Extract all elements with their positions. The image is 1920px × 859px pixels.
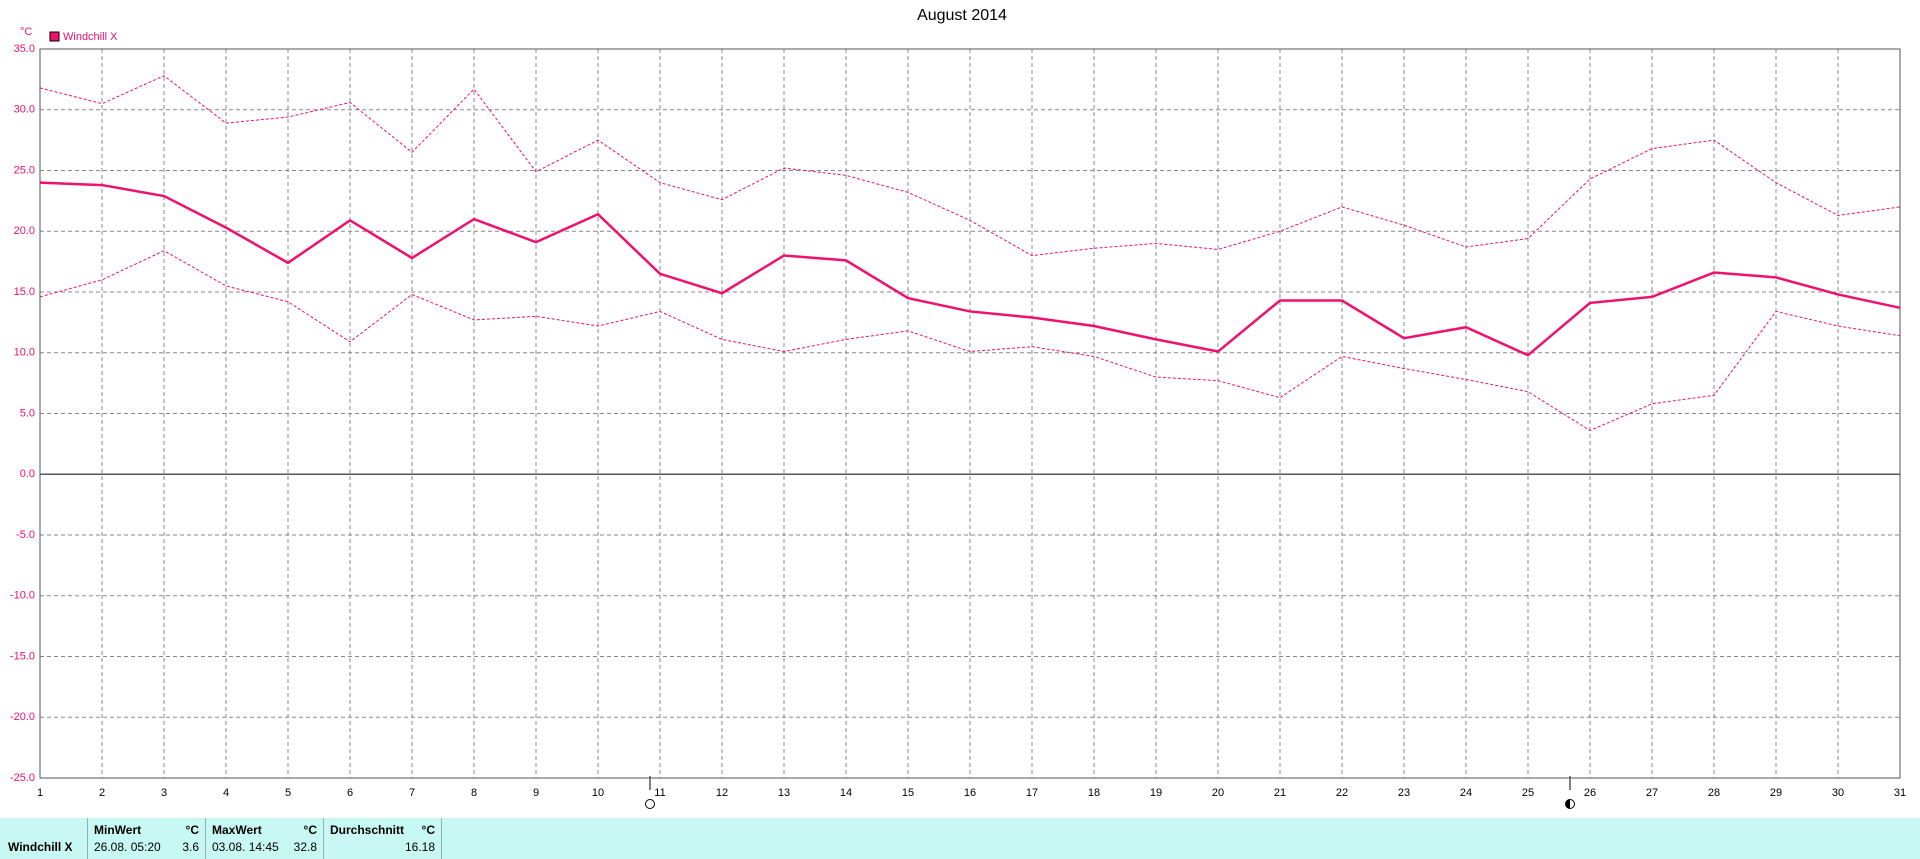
x-tick-label: 7 xyxy=(409,787,415,799)
y-tick-label: 20.0 xyxy=(14,225,35,237)
summary-table: Windchill X MinWert °C 26.08. 05:20 3.6 MaxW… xyxy=(0,818,1920,859)
x-tick-label: 1 xyxy=(37,787,43,799)
row-label: Windchill X xyxy=(8,840,73,854)
y-tick-label: 35.0 xyxy=(14,43,35,55)
series-line xyxy=(39,181,1901,357)
x-tick-label: 26 xyxy=(1584,787,1596,799)
y-tick-label: -5.0 xyxy=(16,529,35,541)
moon-icons xyxy=(645,776,1575,809)
x-tick-label: 17 xyxy=(1026,787,1038,799)
column-header: MaxWert xyxy=(212,823,262,837)
x-tick-label: 3 xyxy=(161,787,167,799)
x-tick-label: 28 xyxy=(1708,787,1720,799)
x-tick-label: 11 xyxy=(654,787,665,799)
y-tick-label: 25.0 xyxy=(14,164,35,176)
y-tick-label: 5.0 xyxy=(20,407,35,419)
legend-swatch xyxy=(49,31,60,42)
x-tick-label: 24 xyxy=(1460,787,1472,799)
y-tick-label: -25.0 xyxy=(10,772,35,784)
series-line xyxy=(39,250,1901,432)
x-tick-label: 29 xyxy=(1770,787,1782,799)
x-tick-label: 25 xyxy=(1522,787,1534,799)
chart: August 2014 °C Windchill X 35.030.025.02… xyxy=(10,7,1906,809)
y-tick-label: 10.0 xyxy=(14,347,35,359)
x-tick-label: 13 xyxy=(778,787,790,799)
column-cell: MaxWert °C 03.08. 14:45 32.8 xyxy=(206,818,324,859)
x-tick-label: 27 xyxy=(1646,787,1658,799)
legend-label: Windchill X xyxy=(63,31,118,43)
y-tick-label: 30.0 xyxy=(14,104,35,116)
x-tick-label: 10 xyxy=(592,787,604,799)
column-header: Durchschnitt xyxy=(330,823,405,837)
y-tick-label: 0.0 xyxy=(20,468,35,480)
x-tick-label: 21 xyxy=(1274,787,1286,799)
y-unit: °C xyxy=(20,26,32,38)
x-tick-label: 19 xyxy=(1150,787,1162,799)
column-unit: °C xyxy=(421,823,435,837)
x-tick-label: 22 xyxy=(1336,787,1348,799)
y-tick-label: -10.0 xyxy=(10,590,35,602)
column-header: MinWert xyxy=(94,823,142,837)
column-value: 32.8 xyxy=(293,840,317,854)
plot-frame xyxy=(39,48,1901,779)
x-tick-label: 20 xyxy=(1212,787,1224,799)
x-tick-label: 16 xyxy=(964,787,976,799)
x-tick-label: 14 xyxy=(840,787,852,799)
y-tick-label: 15.0 xyxy=(14,286,35,298)
x-tick-label: 30 xyxy=(1832,787,1844,799)
x-tick-label: 5 xyxy=(285,787,291,799)
x-tick-label: 8 xyxy=(471,787,477,799)
x-tick-label: 4 xyxy=(223,787,229,799)
column-unit: °C xyxy=(303,823,317,837)
column-value: 3.6 xyxy=(182,840,199,854)
y-tick-label: -20.0 xyxy=(10,711,35,723)
x-tick-label: 31 xyxy=(1894,787,1906,799)
x-tick-label: 15 xyxy=(902,787,914,799)
y-tick-label: -15.0 xyxy=(10,650,35,662)
column-value: 16.18 xyxy=(404,840,435,854)
series-line xyxy=(39,75,1901,257)
x-tick-label: 6 xyxy=(347,787,353,799)
chart-title: August 2014 xyxy=(917,7,1007,24)
column-unit: °C xyxy=(185,823,199,837)
x-tick-label: 9 xyxy=(533,787,539,799)
column-cell: MinWert °C 26.08. 05:20 3.6 xyxy=(88,818,206,859)
column-cell: Durchschnitt °C 16.18 xyxy=(324,818,442,859)
row-label-cell: Windchill X xyxy=(0,818,88,859)
column-date: 03.08. 14:45 xyxy=(212,840,279,854)
x-tick-label: 23 xyxy=(1398,787,1410,799)
x-tick-label: 18 xyxy=(1088,787,1100,799)
column-date: 26.08. 05:20 xyxy=(94,840,161,854)
x-tick-label: 12 xyxy=(716,787,728,799)
x-tick-label: 2 xyxy=(99,787,105,799)
